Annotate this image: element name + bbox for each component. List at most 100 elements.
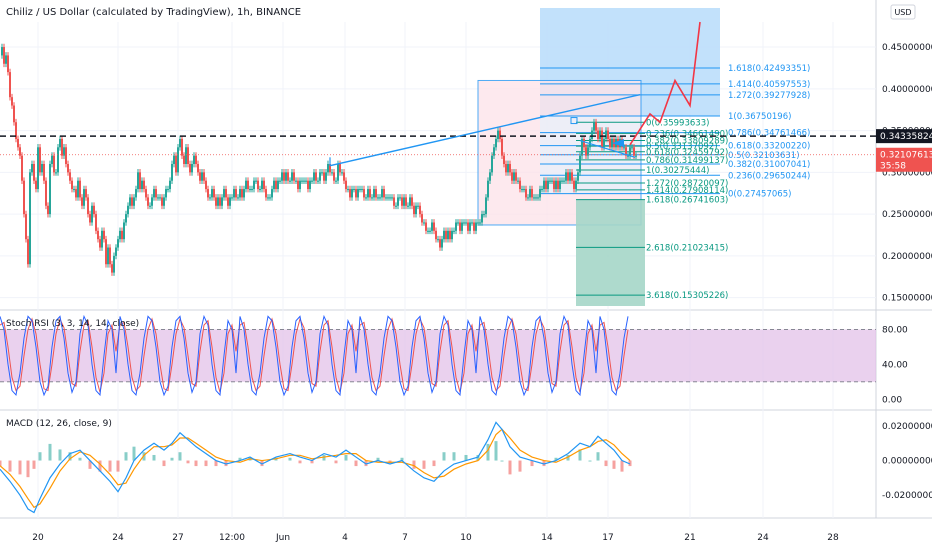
rsi-tick-label: 80.00 (882, 325, 908, 335)
candle-body (113, 255, 115, 273)
fib-label-lower: 0(0.35993633) (646, 118, 709, 128)
fib-label-upper: 0(0.27457065) (728, 190, 791, 200)
candle-body (309, 180, 311, 190)
candle-body (343, 172, 345, 181)
candle-body (487, 180, 489, 198)
macd-histogram-bar (322, 454, 326, 461)
candle-body (307, 180, 309, 190)
candle-body (439, 239, 441, 248)
candle-body (457, 222, 459, 224)
candle-body (603, 138, 605, 148)
candle-body (195, 155, 197, 164)
time-tick-label: Jun (275, 533, 290, 543)
candle-body (577, 172, 579, 181)
candle-body (555, 180, 557, 190)
candle-body (597, 130, 599, 139)
rsi-tick-label: 40.00 (882, 360, 908, 370)
candle-body (247, 180, 249, 190)
macd-histogram-bar (620, 460, 624, 472)
currency-button[interactable] (890, 4, 916, 20)
macd-histogram-bar (578, 449, 582, 461)
macd-histogram-bar (58, 449, 62, 461)
candle-body (7, 55, 9, 73)
candle-body (511, 172, 513, 181)
candle-body (365, 197, 367, 199)
time-tick-label: 27 (172, 533, 183, 543)
candle-body (199, 172, 201, 181)
price-tick-label: 0.40000000 (882, 85, 932, 95)
rsi-tick-label: 0.00 (882, 395, 902, 405)
candle-body (411, 197, 413, 206)
fib-label-upper: 0.786(0.34761466) (728, 129, 810, 139)
candle-body (85, 189, 87, 198)
candle-body (63, 147, 65, 156)
candle-body (207, 189, 209, 198)
macd-histogram-bar (554, 457, 558, 461)
macd-histogram-bar (238, 457, 242, 461)
candle-body (69, 172, 71, 181)
macd-histogram-bar (116, 460, 120, 472)
macd-histogram-bar (376, 457, 380, 461)
fib-label-upper: 1.414(0.40597553) (728, 80, 810, 90)
candle-body (31, 164, 33, 173)
candle-body (65, 147, 67, 164)
candle-body (449, 230, 451, 240)
candle-body (57, 147, 59, 173)
fib-label-lower: 0.382(0.33809289) (646, 137, 728, 147)
macd-histogram-bar (124, 452, 128, 461)
candle-body (319, 172, 321, 181)
candle-body (635, 155, 637, 157)
candle-body (469, 222, 471, 231)
candle-body (599, 130, 601, 139)
candle-body (451, 230, 453, 240)
candle-body (387, 197, 389, 199)
candle-body (401, 197, 403, 206)
candle-body (609, 138, 611, 148)
candle-body (337, 164, 339, 181)
candle-body (53, 155, 55, 173)
stop-zone-box (576, 199, 645, 306)
drawing-handle[interactable] (570, 117, 578, 125)
candle-body (455, 222, 457, 231)
fib-levels: 1.618(0.42493351)1.414(0.40597553)1.272(… (540, 64, 810, 301)
candle-body (403, 197, 405, 206)
candle-body (525, 189, 527, 198)
candle-body (189, 164, 191, 173)
candle-body (531, 189, 533, 198)
candle-body (291, 172, 293, 181)
grid (0, 22, 876, 518)
candle-body (191, 164, 193, 173)
candle-body (11, 97, 13, 106)
price-tick-label: 0.25000000 (882, 210, 932, 220)
candle-body (571, 172, 573, 181)
macd-histogram-bar (566, 454, 570, 461)
candle-body (193, 155, 195, 164)
macd-histogram-bar (0, 460, 2, 467)
arrow-marker (612, 138, 624, 148)
candle-body (273, 180, 275, 190)
fib-label-upper: 1(0.36750196) (728, 112, 791, 122)
candle-body (405, 197, 407, 206)
candle-body (141, 180, 143, 190)
macd-histogram-bar (98, 460, 102, 472)
candle-body (541, 189, 543, 191)
candle-body (3, 47, 5, 64)
candle-body (353, 189, 355, 191)
candle-body (375, 189, 377, 198)
candle-body (285, 172, 287, 181)
candle-body (429, 230, 431, 232)
time-tick-label: 10 (460, 533, 472, 543)
candle-body (573, 180, 575, 190)
candle-body (219, 197, 221, 206)
candle-body (437, 239, 439, 241)
macd-histogram-bar (88, 460, 92, 469)
time-tick-label: 24 (112, 533, 124, 543)
candle-body (431, 222, 433, 231)
macd-histogram-bar (48, 443, 52, 461)
currency-button-label[interactable]: USD (894, 8, 911, 17)
candle-body (275, 180, 277, 190)
candle-body (317, 180, 319, 182)
candle-body (239, 189, 241, 198)
macd-signal-line (0, 428, 631, 509)
